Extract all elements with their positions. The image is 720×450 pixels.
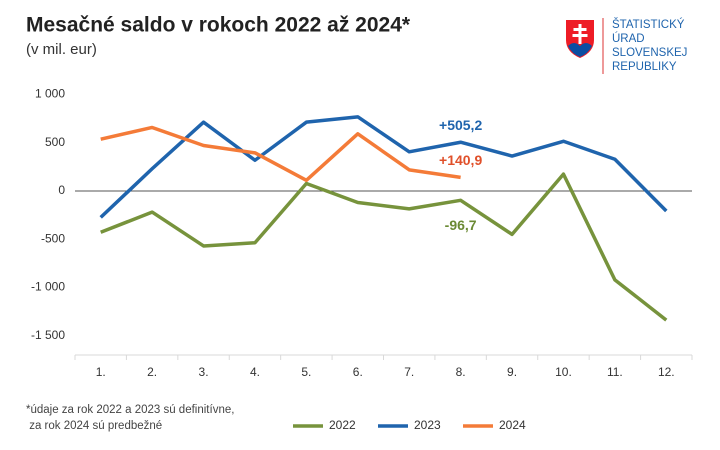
logo-text: ŠTATISTICKÝ	[612, 18, 685, 31]
x-tick-label: 6.	[353, 365, 363, 379]
x-tick-label: 8.	[456, 365, 466, 379]
x-tick-label: 1.	[96, 365, 106, 379]
value-label: -96,7	[445, 217, 477, 233]
logo-text: SLOVENSKEJ	[612, 47, 687, 59]
legend-label: 2024	[499, 418, 526, 432]
x-tick-label: 2.	[147, 365, 157, 379]
y-tick-label: -500	[41, 231, 65, 245]
logo-cross	[572, 24, 588, 44]
x-tick-label: 7.	[404, 365, 414, 379]
series-line	[99, 115, 668, 219]
series-line	[100, 125, 461, 183]
x-tick-label: 10.	[555, 365, 572, 379]
x-tick-label: 3.	[199, 365, 209, 379]
x-tick-label: 5.	[301, 365, 311, 379]
logo: ŠTATISTICKÝ ÚRAD SLOVENSKEJ REPUBLIKY	[566, 18, 687, 74]
logo-hills	[568, 43, 592, 57]
legend-label: 2023	[414, 418, 441, 432]
y-tick-label: -1 500	[31, 328, 65, 342]
x-tick-label: 4.	[250, 365, 260, 379]
y-tick-label: 1 000	[35, 87, 65, 101]
x-tick-label: 11.	[607, 365, 623, 379]
series-line	[100, 172, 668, 322]
logo-text: REPUBLIKY	[612, 61, 677, 73]
y-tick-label: -1 000	[31, 280, 65, 294]
y-tick-label: 0	[58, 183, 65, 197]
logo-text: ÚRAD	[612, 32, 645, 45]
y-tick-label: 500	[45, 135, 65, 149]
value-label: +505,2	[439, 117, 482, 133]
chart-subtitle: (v mil. eur)	[26, 41, 97, 58]
value-label: +140,9	[439, 152, 482, 168]
footnote: za rok 2024 sú predbežné	[26, 420, 162, 432]
chart-title: Mesačné saldo v rokoch 2022 až 2024*	[26, 14, 411, 37]
x-tick-label: 9.	[507, 365, 517, 379]
footnote: *údaje za rok 2022 a 2023 sú definitívne…	[26, 404, 234, 416]
x-tick-label: 12.	[658, 365, 675, 379]
legend-label: 2022	[329, 418, 356, 432]
